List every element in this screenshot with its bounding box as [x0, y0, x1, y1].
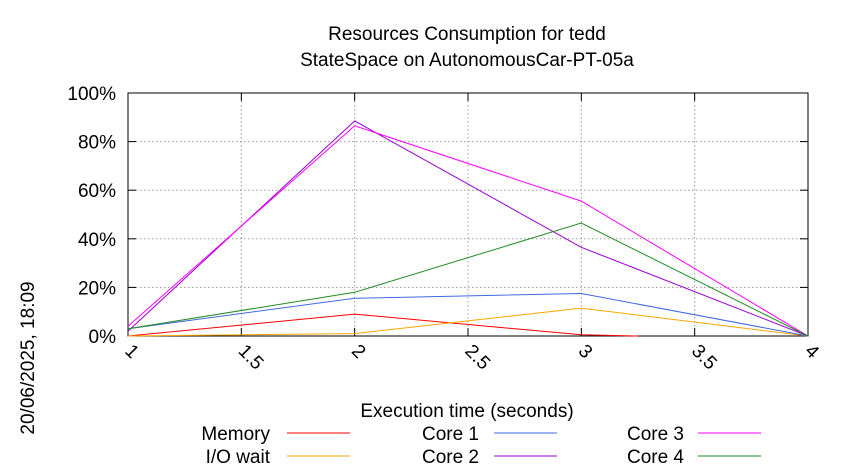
series-line-i-o-wait — [127, 307, 809, 337]
legend-label-memory: Memory — [201, 424, 270, 445]
legend-label-i-o-wait: I/O wait — [206, 447, 271, 468]
legend-label-core-2: Core 2 — [422, 447, 479, 468]
series-line-memory — [127, 313, 639, 337]
x-tick-label: 3 — [574, 341, 596, 363]
legend-label-core-1: Core 1 — [422, 424, 479, 445]
chart-title: Resources Consumption for tedd — [328, 24, 606, 45]
x-tick-label: 1.5 — [234, 341, 268, 375]
series-lines — [127, 120, 809, 337]
legend-label-core-3: Core 3 — [627, 424, 684, 445]
legend-label-core-4: Core 4 — [627, 447, 684, 468]
x-tick-label: 1 — [120, 341, 142, 363]
y-tick-label: 60% — [78, 181, 116, 202]
chart-subtitle: StateSpace on AutonomousCar-PT-05a — [300, 50, 634, 71]
axes — [127, 92, 809, 337]
y-tick-label: 0% — [89, 327, 117, 348]
y-tick-label: 40% — [78, 230, 116, 251]
x-tick-label: 4 — [800, 341, 823, 364]
x-tick-label: 3.5 — [687, 341, 721, 375]
x-tick-label: 2.5 — [460, 341, 494, 375]
series-line-core-4 — [127, 222, 809, 337]
series-line-core-3 — [127, 125, 809, 337]
y-tick-label: 100% — [67, 84, 116, 105]
grid-lines — [128, 93, 808, 336]
x-axis-label: Execution time (seconds) — [360, 401, 573, 422]
plot-border — [127, 92, 809, 337]
y-tick-label: 80% — [78, 133, 116, 154]
timestamp-label: 20/06/2025, 18:09 — [18, 281, 39, 434]
x-tick-label: 2 — [347, 341, 369, 363]
series-line-core-1 — [127, 292, 809, 337]
y-tick-label: 20% — [78, 278, 116, 299]
